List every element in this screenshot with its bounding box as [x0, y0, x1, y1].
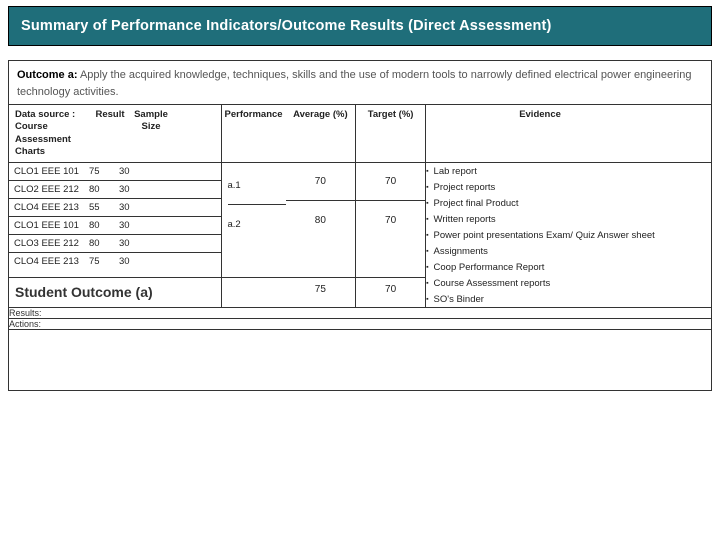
results-label: Results: [9, 308, 42, 318]
evidence-list: Lab report Project reports Project final… [426, 163, 711, 307]
list-item: Lab report [426, 163, 711, 179]
list-item: Assignments [426, 243, 711, 259]
hdr-datasource: Data source : Course Assessment Charts [15, 109, 75, 157]
perf-labels: a.1 a.2 [222, 163, 286, 243]
actions-label: Actions: [9, 319, 41, 329]
list-item: Project final Product [426, 195, 711, 211]
table-row: CLO3 EEE 2128030 [9, 235, 221, 253]
list-item: Coop Performance Report [426, 259, 711, 275]
hdr-target: Target (%) [356, 105, 426, 163]
table-row: CLO4 EEE 2135530 [9, 199, 221, 217]
actions-row: Actions: [9, 319, 711, 330]
table-row: CLO2 EEE 2128030 [9, 181, 221, 199]
title-banner: Summary of Performance Indicators/Outcom… [8, 6, 712, 46]
hdr-average: Average (%) [286, 105, 356, 163]
list-item: SO's Binder [426, 291, 711, 307]
content-panel: Outcome a: Apply the acquired knowledge,… [8, 60, 712, 391]
perf-a1: a.1 [228, 180, 241, 191]
list-item: Course Assessment reports [426, 275, 711, 291]
data-row: CLO1 EEE 1017530 CLO2 EEE 2128030 CLO4 E… [9, 163, 711, 277]
perf-a2: a.2 [228, 219, 241, 230]
tgt-column: 70 70 [356, 163, 426, 277]
header-row: Data source : Course Assessment Charts R… [9, 105, 711, 163]
hdr-evidence: Evidence [426, 105, 711, 163]
source-rows-table: CLO1 EEE 1017530 CLO2 EEE 2128030 CLO4 E… [9, 163, 221, 270]
evidence-cell: Lab report Project reports Project final… [426, 163, 711, 308]
outcome-text: Apply the acquired knowledge, techniques… [17, 69, 691, 98]
table-row: CLO4 EEE 2137530 [9, 253, 221, 271]
so-avg: 75 [315, 284, 326, 295]
hdr-result: Result [95, 109, 124, 120]
page-title: Summary of Performance Indicators/Outcom… [21, 18, 552, 34]
assessment-table: Data source : Course Assessment Charts R… [9, 104, 711, 330]
hdr-performance: Performance [221, 105, 286, 163]
outcome-label: Outcome a: [17, 69, 78, 81]
list-item: Project reports [426, 179, 711, 195]
student-outcome-label: Student Outcome (a) [9, 278, 221, 306]
so-tgt: 70 [385, 284, 396, 295]
hdr-sample: Sample Size [134, 109, 168, 132]
outcome-description: Outcome a: Apply the acquired knowledge,… [9, 61, 711, 104]
table-row: CLO1 EEE 1017530 [9, 163, 221, 181]
list-item: Power point presentations Exam/ Quiz Ans… [426, 227, 711, 243]
list-item: Written reports [426, 211, 711, 227]
table-row: CLO1 EEE 1018030 [9, 217, 221, 235]
avg-column: 70 80 [286, 163, 356, 277]
results-row: Results: [9, 308, 711, 319]
